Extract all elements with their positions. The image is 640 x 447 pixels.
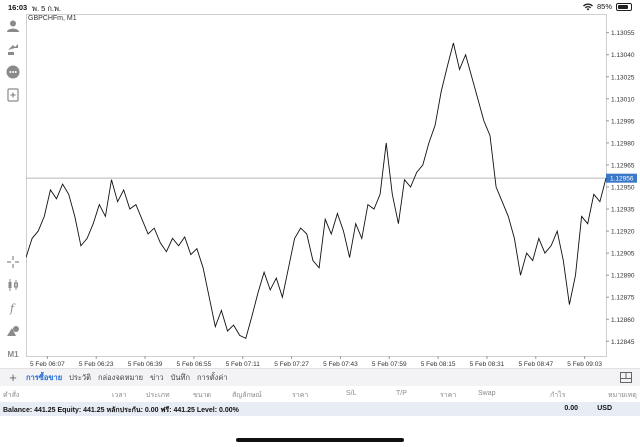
add-icon[interactable]: + [9, 370, 17, 385]
price-line [26, 42, 607, 340]
tab-settings[interactable]: การตั้งค่า [197, 372, 228, 382]
home-indicator [236, 438, 404, 442]
y-tick-label: 1.12845 [611, 339, 635, 346]
y-tick-label: 1.12995 [611, 118, 635, 125]
account-icon[interactable] [5, 18, 21, 34]
y-tick-label: 1.13010 [611, 96, 635, 103]
y-tick-label: 1.12860 [611, 317, 635, 324]
y-tick-label: 1.12935 [611, 207, 635, 214]
wifi-icon [582, 2, 593, 10]
svg-text:f: f [9, 302, 16, 315]
col-tp: T/P [396, 390, 407, 397]
y-tick-label: 1.12890 [611, 273, 635, 280]
x-tick-label: 5 Feb 06:39 [128, 361, 163, 368]
col-symbol: สัญลักษณ์ [232, 392, 262, 399]
timeframe-button[interactable]: M1 [7, 349, 19, 359]
col-order: คำสั่ง [3, 392, 20, 399]
x-tick-label: 5 Feb 07:27 [274, 361, 309, 368]
col-sl: S/L [346, 390, 357, 397]
col-swap: Swap [478, 390, 496, 397]
col-price: ราคา [292, 392, 309, 399]
x-tick-label: 5 Feb 06:23 [79, 361, 114, 368]
chart-area[interactable]: 1.13055 1.13040 1.13025 1.13010 1.12995 1.129… [26, 14, 640, 368]
y-tick-label: 1.13055 [611, 30, 635, 37]
y-tick-label: 1.12875 [611, 295, 635, 302]
y-tick-label: 1.13040 [611, 52, 635, 59]
x-tick-label: 5 Feb 08:31 [470, 361, 505, 368]
left-toolbar: f M1 [0, 14, 26, 368]
y-tick-label: 1.12920 [611, 229, 635, 236]
col-current-price: ราคา [440, 392, 457, 399]
battery-icon [616, 2, 632, 11]
balance-row: Balance: 441.25 Equity: 441.25 หลักประกั… [0, 402, 640, 416]
balance-currency: USD [597, 405, 612, 412]
objects-icon[interactable] [5, 323, 21, 339]
bottom-tabs-bar: + การซื้อขาย ประวัติ กล่องจดหมาย ข่าว บั… [0, 368, 640, 386]
col-type: ประเภท [146, 392, 170, 399]
col-profit: กำไร [550, 392, 566, 399]
tab-news[interactable]: ข่าว [150, 372, 164, 382]
x-tick-label: 5 Feb 08:15 [421, 361, 456, 368]
col-time: เวลา [112, 392, 127, 399]
new-order-icon[interactable] [5, 87, 21, 103]
chart-symbol-label: GBPCHFm, M1 [28, 15, 77, 22]
chat-icon[interactable] [5, 64, 21, 80]
x-tick-label: 5 Feb 09:03 [567, 361, 602, 368]
tab-journal[interactable]: บันทึก [170, 372, 191, 382]
x-tick-label: 5 Feb 08:47 [518, 361, 553, 368]
x-tick-label: 5 Feb 06:07 [30, 361, 65, 368]
col-volume: ขนาด [193, 392, 212, 399]
balance-profit: 0.00 [564, 405, 578, 412]
tab-mailbox[interactable]: กล่องจดหมาย [98, 372, 144, 382]
indicators-icon[interactable]: f [5, 300, 21, 316]
balance-summary: Balance: 441.25 Equity: 441.25 หลักประกั… [3, 407, 239, 414]
y-tick-label: 1.12905 [611, 251, 635, 258]
col-comment: หมายเหตุ [608, 392, 637, 399]
trade-arrows-icon[interactable] [5, 41, 21, 57]
current-price-label: 1.12956 [610, 176, 634, 183]
crosshair-icon[interactable] [5, 254, 21, 270]
x-tick-label: 5 Feb 07:43 [323, 361, 358, 368]
tab-history[interactable]: ประวัติ [69, 372, 92, 382]
trade-table-header: คำสั่ง เวลา ประเภท ขนาด สัญลักษณ์ ราคา S… [0, 386, 640, 402]
status-bar: 16:03 พ. 5 ก.พ. 85% [0, 0, 640, 14]
y-tick-label: 1.13025 [611, 74, 635, 81]
price-chart[interactable]: 1.13055 1.13040 1.13025 1.13010 1.12995 1.129… [26, 14, 640, 368]
chart-frame [26, 14, 607, 357]
x-tick-label: 5 Feb 07:11 [226, 361, 261, 368]
battery-percent: 85% [596, 2, 612, 11]
layout-toggle-icon[interactable] [620, 372, 632, 383]
x-tick-label: 5 Feb 06:55 [177, 361, 212, 368]
y-tick-label: 1.12950 [611, 185, 635, 192]
current-price-marker [606, 173, 637, 183]
tab-trade[interactable]: การซื้อขาย [26, 372, 63, 382]
status-date: พ. 5 ก.พ. [32, 4, 62, 13]
y-tick-label: 1.12980 [611, 140, 635, 147]
y-tick-label: 1.12965 [611, 162, 635, 169]
x-tick-label: 5 Feb 07:59 [372, 361, 407, 368]
status-time: 16:03 [8, 3, 28, 12]
status-right: 85% [582, 2, 632, 11]
candlestick-icon[interactable] [5, 277, 21, 293]
